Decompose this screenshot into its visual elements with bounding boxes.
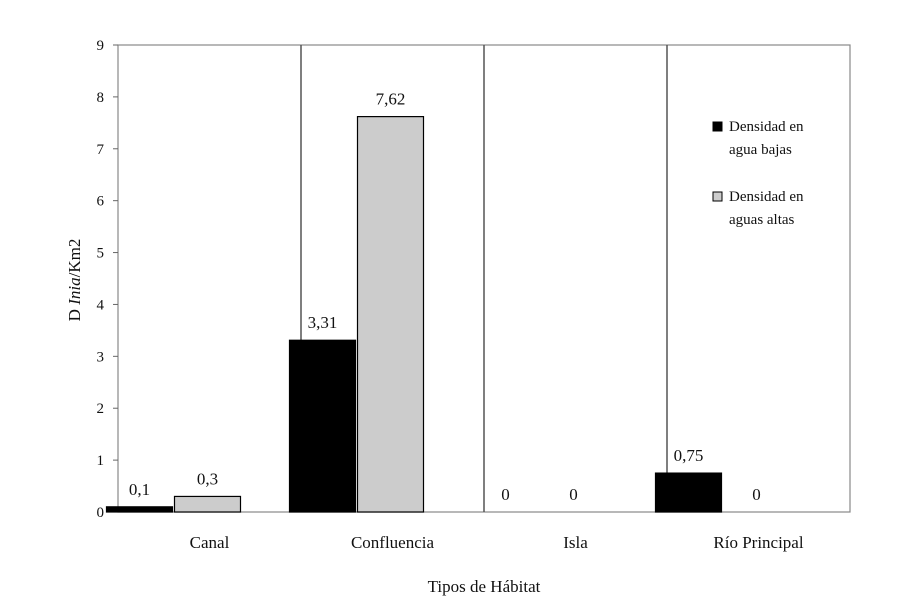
y-tick-label: 5 <box>97 246 105 262</box>
data-label: 3,31 <box>308 313 338 332</box>
y-axis: 0 1 2 3 4 5 6 7 8 9 <box>97 38 118 521</box>
data-label: 0 <box>501 485 510 504</box>
y-axis-title-prefix: D <box>65 305 84 322</box>
y-tick-label: 8 <box>97 90 105 106</box>
category-label: Río Principal <box>713 533 803 552</box>
y-tick-label: 1 <box>97 453 105 469</box>
legend-label: aguas altas <box>729 212 795 228</box>
x-axis-title: Tipos de Hábitat <box>428 577 541 596</box>
y-tick-label: 2 <box>97 401 105 417</box>
category-label: Isla <box>563 533 588 552</box>
data-label: 7,62 <box>376 90 406 109</box>
legend-label: Densidad en <box>729 189 804 205</box>
legend-swatch <box>712 121 723 132</box>
data-label: 0,1 <box>129 480 150 499</box>
y-axis-title-italic: Inia <box>65 277 84 305</box>
bar <box>356 116 425 513</box>
bar <box>288 339 357 513</box>
bar <box>105 506 174 513</box>
data-label: 0 <box>569 485 578 504</box>
y-tick-label: 7 <box>97 142 105 158</box>
y-tick-label: 3 <box>97 349 105 365</box>
category-label: Canal <box>190 533 230 552</box>
category-label: Confluencia <box>351 533 435 552</box>
y-tick-label: 0 <box>97 505 105 521</box>
y-tick-label: 4 <box>97 297 105 313</box>
data-label: 0 <box>752 485 761 504</box>
legend-label: agua bajas <box>729 142 792 158</box>
bar <box>173 495 242 513</box>
x-axis: Canal Confluencia Isla Río Principal <box>190 533 804 552</box>
data-labels: 0,1 0,3 3,31 7,62 0 0 0,75 0 <box>129 90 761 504</box>
y-tick-label: 6 <box>97 194 105 210</box>
y-tick-label: 9 <box>97 38 105 54</box>
bar <box>654 472 723 513</box>
y-axis-title: D Inia/Km2 <box>65 239 84 322</box>
legend-label: Densidad en <box>729 119 804 135</box>
bars <box>105 116 723 513</box>
data-label: 0,75 <box>674 446 704 465</box>
plot-frame <box>117 44 851 513</box>
y-axis-title-suffix: /Km2 <box>65 239 84 278</box>
data-label: 0,3 <box>197 469 218 488</box>
legend: Densidad en agua bajas Densidad en aguas al… <box>712 119 804 228</box>
legend-swatch <box>712 191 723 202</box>
